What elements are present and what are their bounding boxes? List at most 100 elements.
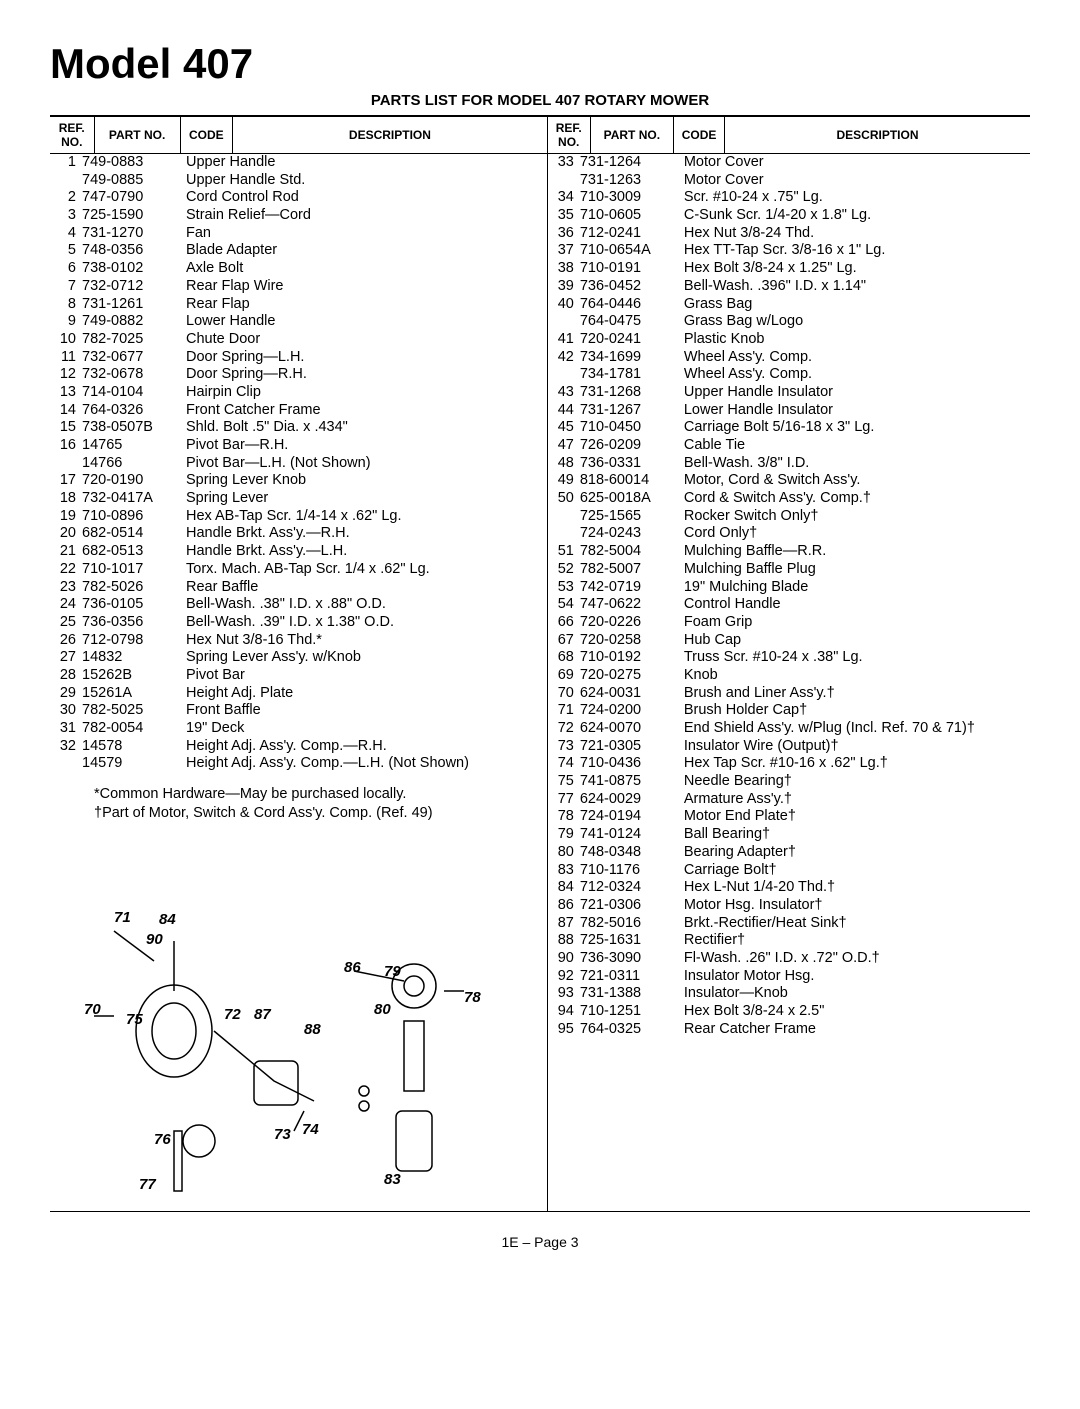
part-no: 624-0070	[580, 720, 666, 738]
part-no: 710-0192	[580, 649, 666, 667]
part-no: 721-0305	[580, 738, 666, 756]
diagram-label: 86	[344, 959, 361, 976]
diagram-label: 72	[224, 1006, 241, 1023]
table-row: 93731-1388Insulator—Knob	[552, 985, 1026, 1003]
code	[666, 490, 684, 508]
ref-no: 71	[552, 702, 580, 720]
part-no: 749-0882	[82, 313, 168, 331]
part-no: 720-0258	[580, 632, 666, 650]
table-row: 26712-0798Hex Nut 3/8-16 Thd.*	[54, 632, 543, 650]
ref-no: 7	[54, 278, 82, 296]
description: Knob	[684, 667, 1026, 685]
part-no: 724-0200	[580, 702, 666, 720]
table-row: 10782-7025Chute Door	[54, 331, 543, 349]
table-row: 66720-0226Foam Grip	[552, 614, 1026, 632]
table-row: 78724-0194Motor End Plate†	[552, 808, 1026, 826]
table-row: 30782-5025Front Baffle	[54, 702, 543, 720]
description: Rear Flap Wire	[186, 278, 543, 296]
description: Bell-Wash. .39" I.D. x 1.38" O.D.	[186, 614, 543, 632]
description: Bell-Wash. 3/8" I.D.	[684, 455, 1026, 473]
diagram-label: 80	[374, 1001, 391, 1018]
description: Chute Door	[186, 331, 543, 349]
description: Control Handle	[684, 596, 1026, 614]
note-motor-assy: †Part of Motor, Switch & Cord Ass'y. Com…	[94, 804, 534, 823]
part-no: 731-1388	[580, 985, 666, 1003]
part-no: 731-1270	[82, 225, 168, 243]
table-row: 52782-5007Mulching Baffle Plug	[552, 561, 1026, 579]
ref-no: 45	[552, 419, 580, 437]
code	[168, 296, 186, 314]
col-header-desc-right: DESCRIPTION	[724, 116, 1030, 154]
ref-no: 35	[552, 207, 580, 225]
table-row: 37710-0654AHex TT-Tap Scr. 3/8-16 x 1" L…	[552, 242, 1026, 260]
table-row: 31782-005419" Deck	[54, 720, 543, 738]
code	[666, 508, 684, 526]
part-no: 712-0324	[580, 879, 666, 897]
parts-table: REF. NO. PART NO. CODE DESCRIPTION REF. …	[50, 115, 1030, 1212]
table-row: 33731-1264Motor Cover	[552, 154, 1026, 172]
ref-no: 22	[54, 561, 82, 579]
part-no: 710-0896	[82, 508, 168, 526]
code	[666, 808, 684, 826]
ref-no	[552, 313, 580, 331]
col-header-code-right: CODE	[674, 116, 725, 154]
ref-no: 2	[54, 189, 82, 207]
part-no: 741-0124	[580, 826, 666, 844]
part-no: 710-0450	[580, 419, 666, 437]
ref-no: 14	[54, 402, 82, 420]
part-no: 782-5026	[82, 579, 168, 597]
code	[666, 402, 684, 420]
code	[666, 1003, 684, 1021]
table-row: 47726-0209Cable Tie	[552, 437, 1026, 455]
code	[666, 773, 684, 791]
ref-no: 32	[54, 738, 82, 756]
description: Pivot Bar	[186, 667, 543, 685]
code	[666, 172, 684, 190]
ref-no	[54, 755, 82, 773]
ref-no: 30	[54, 702, 82, 720]
part-no: 738-0102	[82, 260, 168, 278]
code	[666, 260, 684, 278]
description: Hex AB-Tap Scr. 1/4-14 x .62" Lg.	[186, 508, 543, 526]
code	[168, 154, 186, 172]
description: Strain Relief—Cord	[186, 207, 543, 225]
part-no: 782-7025	[82, 331, 168, 349]
part-no: 736-0105	[82, 596, 168, 614]
ref-no: 34	[552, 189, 580, 207]
description: Upper Handle	[186, 154, 543, 172]
description: Fan	[186, 225, 543, 243]
table-row: 79741-0124Ball Bearing†	[552, 826, 1026, 844]
ref-no: 42	[552, 349, 580, 367]
description: Brush Holder Cap†	[684, 702, 1026, 720]
ref-no: 50	[552, 490, 580, 508]
part-no: 764-0475	[580, 313, 666, 331]
code	[168, 437, 186, 455]
code	[666, 596, 684, 614]
part-no: 749-0885	[82, 172, 168, 190]
code	[666, 667, 684, 685]
description: Mulching Baffle—R.R.	[684, 543, 1026, 561]
table-row: 50625-0018ACord & Switch Ass'y. Comp.†	[552, 490, 1026, 508]
description: Cord Only†	[684, 525, 1026, 543]
code	[666, 649, 684, 667]
part-no: 682-0513	[82, 543, 168, 561]
code	[168, 384, 186, 402]
table-row: 14766Pivot Bar—L.H. (Not Shown)	[54, 455, 543, 473]
description: Rear Flap	[186, 296, 543, 314]
description: Insulator Motor Hsg.	[684, 968, 1026, 986]
col-header-desc-left: DESCRIPTION	[233, 116, 548, 154]
table-row: 86721-0306Motor Hsg. Insulator†	[552, 897, 1026, 915]
description: Hex Tap Scr. #10-16 x .62" Lg.†	[684, 755, 1026, 773]
code	[666, 985, 684, 1003]
ref-no: 38	[552, 260, 580, 278]
table-row: 88725-1631Rectifier†	[552, 932, 1026, 950]
description: Hex Bolt 3/8-24 x 1.25" Lg.	[684, 260, 1026, 278]
ref-no	[552, 525, 580, 543]
table-row: 725-1565Rocker Switch Only†	[552, 508, 1026, 526]
ref-no: 86	[552, 897, 580, 915]
code	[168, 702, 186, 720]
code	[168, 543, 186, 561]
table-row: 22710-1017Torx. Mach. AB-Tap Scr. 1/4 x …	[54, 561, 543, 579]
description: Plastic Knob	[684, 331, 1026, 349]
table-row: 69720-0275Knob	[552, 667, 1026, 685]
